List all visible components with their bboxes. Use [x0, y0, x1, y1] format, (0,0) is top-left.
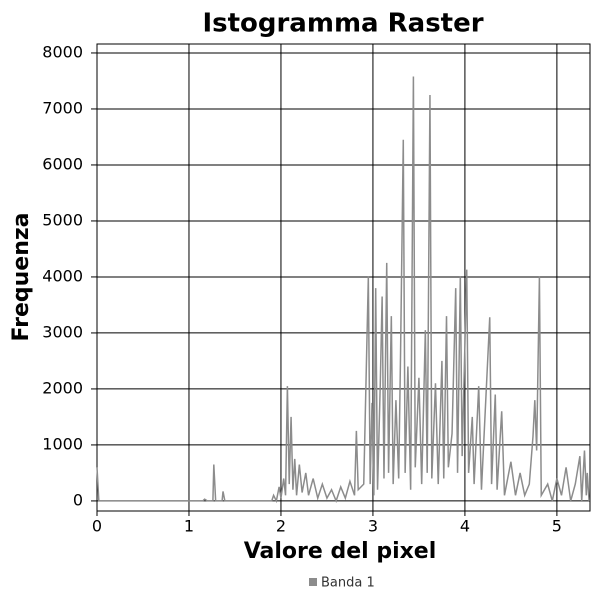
y-axis-label: Frequenza [9, 212, 34, 341]
y-tick-label: 8000 [42, 42, 83, 61]
legend-label: Banda 1 [321, 576, 375, 591]
x-tick-label: 2 [276, 517, 286, 536]
y-tick-label: 5000 [42, 210, 83, 229]
y-tick-label: 7000 [42, 98, 83, 117]
x-tick-label: 4 [460, 517, 470, 536]
x-axis-label: Valore del pixel [244, 539, 437, 564]
x-tick-label: 3 [368, 517, 378, 536]
y-tick-label: 6000 [42, 154, 83, 173]
y-tick-label: 3000 [42, 322, 83, 341]
y-tick-label: 4000 [42, 266, 83, 285]
y-tick-label: 0 [73, 490, 83, 509]
plot-area [96, 43, 591, 512]
x-tick-label: 1 [184, 517, 194, 536]
legend-swatch [309, 578, 317, 586]
y-tick-label: 2000 [42, 378, 83, 397]
x-tick-label: 0 [92, 517, 102, 536]
series-line [96, 76, 590, 504]
x-tick-label: 5 [552, 517, 562, 536]
chart-title: Istogramma Raster [202, 9, 483, 39]
y-tick-label: 1000 [42, 434, 83, 453]
